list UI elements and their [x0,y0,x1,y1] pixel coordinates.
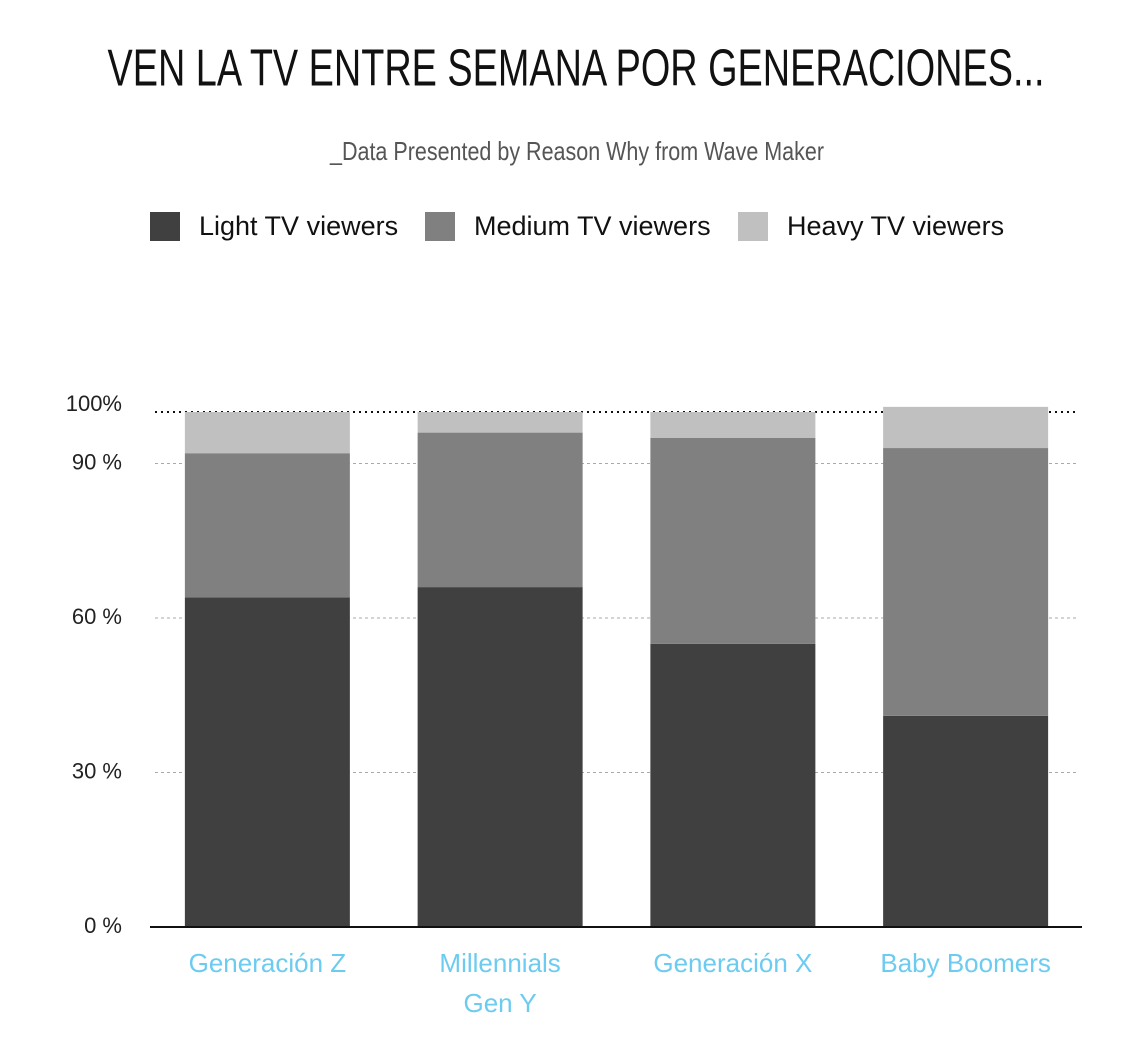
bar-segment [417,412,583,433]
y-tick-label: 30 % [72,758,122,783]
x-tick-label-line: Gen Y [464,988,537,1018]
y-tick-label: 100% [66,391,122,416]
bar-segment [417,587,583,927]
legend-label: Light TV viewers [199,211,398,241]
legend-swatch [150,212,180,241]
legend-label: Medium TV viewers [474,211,711,241]
x-tick-label: Generación X [653,948,812,978]
bar-segment [883,715,1049,927]
x-tick-label: Generación Z [189,948,347,978]
legend-swatch [425,212,455,241]
x-tick-label: Millennials Gen Y [439,948,560,1018]
legend-label: Heavy TV viewers [787,211,1004,241]
x-tick-label-line: Generación X [653,948,812,978]
y-tick-label: 90 % [72,449,122,474]
x-tick-label-line: Generación Z [189,948,347,978]
x-tick-label-line: Baby Boomers [880,948,1051,978]
bar-segment [184,412,350,454]
bar-segment [184,453,350,598]
bar-segment [417,432,583,588]
bar-segment [650,643,816,927]
y-tick-label: 60 % [72,604,122,629]
bar-segment [184,597,350,927]
x-tick-label-line: Millennials [439,948,560,978]
bar-segment [883,406,1049,449]
chart-subtitle: _Data Presented by Reason Why from Wave … [329,136,824,166]
x-tick-label: Baby Boomers [880,948,1051,978]
bar-segment [650,437,816,644]
bar-segment [883,448,1049,716]
chart-title: VEN LA TV ENTRE SEMANA POR GENERACIONES.… [108,40,1045,98]
bar-segment [650,412,816,438]
legend-swatch [738,212,768,241]
y-tick-label: 0 % [84,913,122,938]
